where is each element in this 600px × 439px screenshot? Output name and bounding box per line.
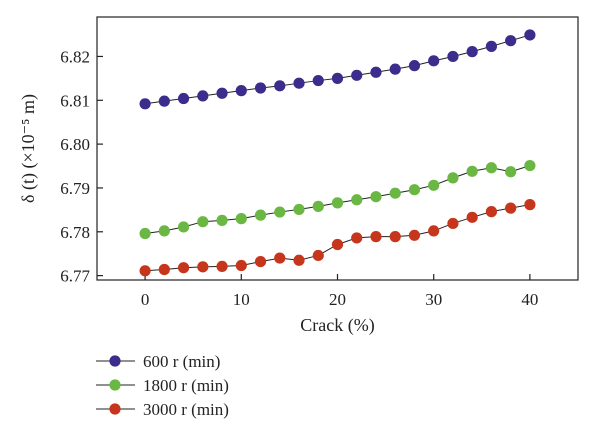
data-point xyxy=(447,217,459,230)
data-point xyxy=(466,211,478,223)
data-point xyxy=(466,165,478,177)
data-point xyxy=(139,227,151,240)
y-tick-label: 6.78 xyxy=(60,223,90,242)
data-point xyxy=(235,259,247,272)
data-point xyxy=(370,66,382,78)
data-point xyxy=(389,63,401,75)
x-tick-label: 10 xyxy=(233,290,250,309)
data-point xyxy=(331,72,344,84)
legend-marker xyxy=(109,355,121,367)
legend-label: 3000 r (min) xyxy=(143,400,229,419)
data-point xyxy=(351,232,363,244)
x-tick-label: 20 xyxy=(329,290,346,309)
data-point xyxy=(408,229,421,241)
data-point xyxy=(197,216,209,228)
data-point xyxy=(177,221,190,233)
data-point xyxy=(524,199,536,211)
series-1 xyxy=(139,29,536,110)
data-point xyxy=(428,179,440,191)
legend: 600 r (min) 1800 r (min) 3000 r (min) xyxy=(96,352,229,419)
data-point xyxy=(370,191,382,203)
data-point xyxy=(235,213,247,225)
data-point xyxy=(158,95,170,107)
data-point xyxy=(485,40,498,52)
legend-label: 600 r (min) xyxy=(143,352,220,371)
data-point xyxy=(254,209,267,221)
data-point xyxy=(177,92,190,105)
x-axis-title: Crack (%) xyxy=(300,315,374,336)
data-point xyxy=(351,194,363,206)
data-point xyxy=(216,87,228,99)
data-point xyxy=(235,85,247,97)
data-point xyxy=(331,238,344,251)
data-point xyxy=(254,255,267,268)
y-tick-label: 6.79 xyxy=(60,179,90,198)
data-point xyxy=(293,203,305,216)
data-point xyxy=(428,225,440,237)
data-point xyxy=(139,265,151,277)
data-point xyxy=(485,162,498,174)
data-point xyxy=(447,50,459,63)
data-point xyxy=(197,90,209,102)
data-point xyxy=(274,206,286,218)
legend-marker xyxy=(109,379,121,391)
data-point xyxy=(158,263,170,276)
data-point xyxy=(216,260,228,273)
legend-item: 1800 r (min) xyxy=(96,376,229,395)
y-axis: 6.77 6.78 6.79 6.80 6.81 6.82 xyxy=(60,47,103,286)
y-tick-label: 6.77 xyxy=(60,267,90,286)
data-point xyxy=(312,74,324,87)
data-point xyxy=(447,172,459,184)
data-point xyxy=(505,202,517,214)
series-3 xyxy=(139,199,536,277)
data-point xyxy=(274,80,286,92)
x-tick-label: 30 xyxy=(425,290,442,309)
x-tick-label: 0 xyxy=(141,290,150,309)
data-point xyxy=(524,159,536,172)
data-point xyxy=(466,46,478,58)
data-point xyxy=(139,98,151,110)
data-point xyxy=(312,249,324,262)
legend-label: 1800 r (min) xyxy=(143,376,229,395)
data-point xyxy=(331,197,344,209)
data-point xyxy=(197,261,209,273)
data-point xyxy=(370,231,382,243)
y-tick-label: 6.82 xyxy=(60,47,90,66)
series-2 xyxy=(139,159,536,240)
data-point xyxy=(216,214,228,226)
data-point xyxy=(408,60,421,72)
data-point xyxy=(274,252,286,264)
data-point xyxy=(485,206,498,218)
legend-marker xyxy=(109,403,121,415)
data-point xyxy=(293,77,305,89)
data-point xyxy=(389,187,401,199)
data-point xyxy=(428,55,440,67)
data-point xyxy=(293,254,305,266)
data-point xyxy=(312,200,324,212)
data-point xyxy=(524,29,536,41)
legend-item: 600 r (min) xyxy=(96,352,220,371)
data-point xyxy=(408,184,421,196)
data-point xyxy=(389,231,401,243)
data-point xyxy=(158,225,170,237)
data-point xyxy=(254,82,267,94)
y-axis-title: δ (t) (×10⁻⁵ m) xyxy=(18,94,39,203)
data-point xyxy=(505,35,517,47)
legend-item: 3000 r (min) xyxy=(96,400,229,419)
x-axis: 0 10 20 30 40 xyxy=(141,274,538,309)
data-point xyxy=(505,166,517,178)
data-point xyxy=(177,262,190,274)
y-tick-label: 6.81 xyxy=(60,91,90,110)
y-tick-label: 6.80 xyxy=(60,135,90,154)
series-layer xyxy=(139,29,536,277)
x-tick-label: 40 xyxy=(521,290,538,309)
data-point xyxy=(351,69,363,81)
